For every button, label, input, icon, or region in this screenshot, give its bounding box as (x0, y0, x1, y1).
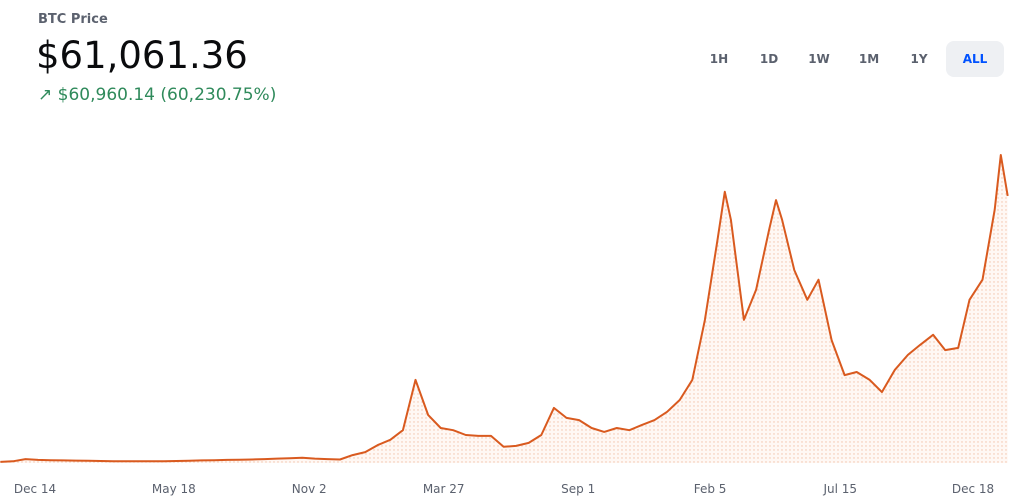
x-tick-label: Dec 14 (14, 482, 56, 496)
area-fill (0, 155, 1008, 463)
range-button[interactable]: ALL (946, 41, 1004, 77)
change-amount: $60,960.14 (57, 85, 155, 105)
range-button[interactable]: 1M (858, 52, 880, 66)
range-button[interactable]: 1D (759, 52, 779, 66)
change-percent: (60,230.75%) (160, 85, 277, 105)
x-tick-label: Dec 18 (952, 482, 994, 496)
x-tick-label: Feb 5 (694, 482, 727, 496)
price: $61,061.36 (36, 34, 248, 77)
x-tick-label: Nov 2 (292, 482, 327, 496)
range-buttons: 1H 1D 1W 1M 1Y ALL (696, 41, 1004, 77)
price-change: ↗ $60,960.14 (60,230.75%) (38, 85, 277, 105)
range-button[interactable]: 1H (709, 52, 729, 66)
x-tick-label: Sep 1 (561, 482, 595, 496)
range-button[interactable]: 1W (808, 52, 830, 66)
x-tick-label: Jul 15 (822, 482, 857, 496)
price-line (0, 154, 1009, 463)
x-tick-label: Mar 27 (423, 482, 465, 496)
asset-label: BTC Price (38, 12, 108, 27)
x-tick-label: May 18 (152, 482, 196, 496)
range-button[interactable]: 1Y (910, 52, 928, 66)
